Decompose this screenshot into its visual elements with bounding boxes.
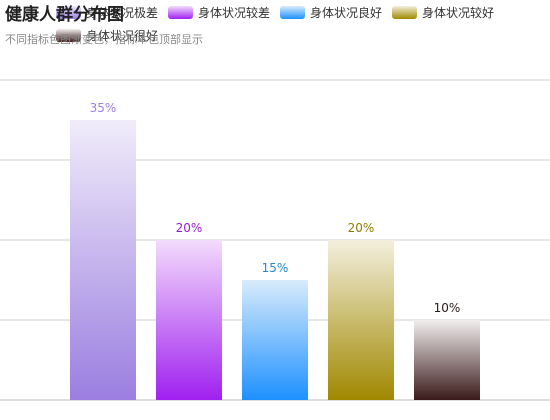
legend-swatch[interactable] xyxy=(56,6,81,19)
chart-subtitle: 不同指标色图渐变色，指标本色顶部显示 xyxy=(5,32,203,46)
legend-swatch[interactable] xyxy=(392,6,417,19)
legend-swatch[interactable] xyxy=(56,29,81,42)
legend-label[interactable]: 身体状况较差 xyxy=(198,5,270,20)
bar-1[interactable] xyxy=(70,120,136,400)
legend-swatch[interactable] xyxy=(280,6,305,19)
legend-label[interactable]: 身体状况较好 xyxy=(422,5,494,20)
bar-2[interactable] xyxy=(156,240,222,400)
data-label: 35% xyxy=(90,101,117,115)
data-label: 20% xyxy=(176,221,203,235)
legend-label[interactable]: 身体状况良好 xyxy=(310,5,382,20)
bar-5[interactable] xyxy=(414,320,480,400)
data-label: 15% xyxy=(262,261,289,275)
data-label: 10% xyxy=(434,301,461,315)
legend-label[interactable]: 身体状况极差 xyxy=(86,5,158,20)
data-label: 20% xyxy=(348,221,375,235)
bar-4[interactable] xyxy=(328,240,394,400)
bars xyxy=(70,120,480,400)
chart-title: 健康人群分布图 xyxy=(5,4,124,25)
bar-3[interactable] xyxy=(242,280,308,400)
legend-label[interactable]: 身体状况很好 xyxy=(86,28,158,43)
legend-swatch[interactable] xyxy=(168,6,193,19)
data-labels: 35% 20% 15% 20% 10% xyxy=(90,101,461,315)
